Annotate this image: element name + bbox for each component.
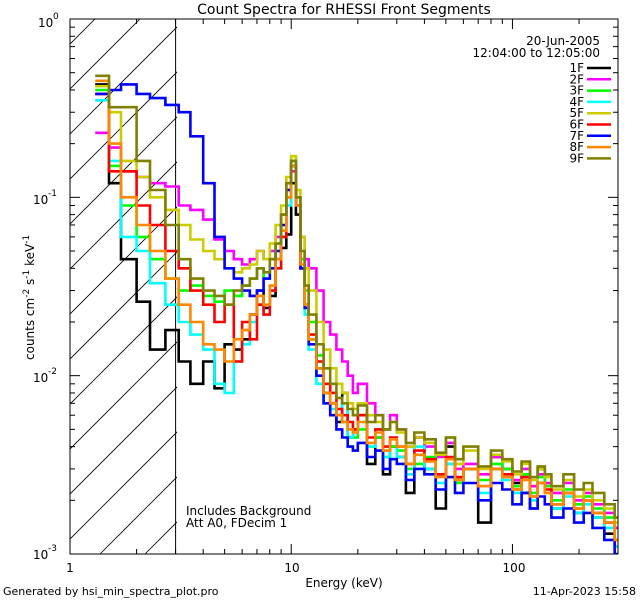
axis-ticks — [69, 18, 619, 555]
hatch-line — [70, 71, 177, 180]
annotation-attenuator: Att A0, FDecim 1 — [186, 516, 287, 530]
y-tick-base: 10 — [33, 548, 48, 562]
legend-label-4F: 4F — [569, 95, 584, 109]
generated-by-label: Generated by hsi_min_spectra_plot.pro — [3, 585, 219, 598]
legend-label-1F: 1F — [569, 61, 584, 75]
hatch-line — [70, 296, 177, 405]
series-8F — [95, 79, 618, 542]
x-tick-label-1: 1 — [66, 561, 74, 575]
y-tick-base: 10 — [33, 193, 48, 207]
series-group — [95, 74, 618, 554]
x-tick-label-10: 10 — [284, 561, 299, 575]
y-tick-label-1: 10 0 — [38, 12, 59, 30]
hatch-line — [0, 0, 70, 554]
hatch-line — [70, 386, 177, 495]
legend-label-9F: 9F — [569, 151, 584, 165]
legend-label-3F: 3F — [569, 84, 584, 98]
hatch-line — [70, 431, 177, 540]
y-tick-label-0.01: 10 -2 — [33, 367, 57, 385]
date-label: 20-Jun-2005 — [526, 34, 600, 48]
hatched-region — [0, 0, 177, 554]
hatch-line — [70, 206, 177, 315]
hatch-line — [70, 161, 177, 270]
y-axis-label: counts cm-2 s-1 keV-1 — [22, 235, 37, 360]
legend-label-6F: 6F — [569, 118, 584, 132]
time-range-label: 12:04:00 to 12:05:00 — [473, 46, 600, 60]
y-tick-exp: 0 — [53, 12, 59, 22]
x-tick-label-100: 100 — [503, 561, 526, 575]
chart-title: Count Spectra for RHESSI Front Segments — [197, 2, 491, 18]
annotation-background: Includes Background — [186, 504, 311, 518]
legend-label-7F: 7F — [569, 129, 584, 143]
y-tick-base: 10 — [38, 16, 53, 30]
plot-frame — [69, 18, 619, 555]
y-tick-label-0.001: 10 -3 — [33, 544, 57, 562]
hatch-line — [70, 19, 141, 90]
legend-label-8F: 8F — [569, 140, 584, 154]
y-tick-label-0.1: 10 -1 — [33, 189, 57, 207]
hatch-line — [70, 251, 177, 360]
legend-label-2F: 2F — [569, 72, 584, 86]
y-tick-exp: -3 — [48, 544, 57, 554]
series-3F — [95, 88, 618, 542]
hatch-line — [70, 26, 177, 135]
hatch-line — [99, 476, 177, 554]
hatch-line — [144, 521, 177, 554]
y-tick-base: 10 — [33, 371, 48, 385]
y-tick-exp: -1 — [48, 189, 57, 199]
series-9F — [95, 74, 618, 519]
legend-label-5F: 5F — [569, 106, 584, 120]
hatch-line — [70, 116, 177, 225]
hatch-line — [70, 341, 177, 450]
timestamp-label: 11-Apr-2023 15:58 — [533, 585, 636, 598]
y-tick-exp: -2 — [48, 367, 57, 377]
x-axis-label: Energy (keV) — [305, 576, 382, 590]
